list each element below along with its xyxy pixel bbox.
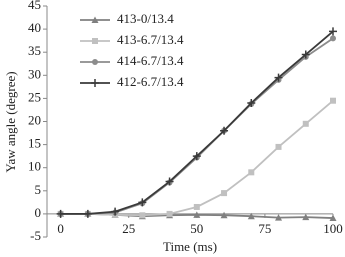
marker (330, 35, 336, 42)
y-tick-label: 25 (28, 89, 41, 104)
marker (275, 143, 282, 150)
legend-label: 414-6.7/13.4 (117, 53, 184, 68)
legend-label: 412-6.7/13.4 (117, 74, 184, 89)
marker (248, 169, 255, 176)
marker (166, 210, 173, 217)
marker (221, 190, 228, 197)
marker (83, 209, 92, 218)
marker (329, 214, 337, 222)
y-tick-label: 30 (28, 66, 41, 81)
marker (91, 79, 99, 87)
marker (92, 38, 98, 44)
marker (247, 99, 256, 108)
y-tick-label: -5 (30, 228, 41, 243)
marker (138, 198, 147, 207)
marker (302, 120, 309, 127)
y-tick-label: 0 (35, 205, 42, 220)
y-tick-label: 10 (28, 159, 41, 174)
marker (165, 177, 174, 186)
marker (111, 207, 120, 216)
marker (302, 213, 310, 221)
marker (192, 152, 201, 161)
x-tick-label: 25 (122, 221, 135, 236)
x-tick-label: 0 (57, 221, 64, 236)
y-tick-label: 40 (28, 20, 41, 35)
marker (301, 50, 310, 59)
marker (193, 211, 201, 218)
y-tick-label: 45 (28, 0, 41, 12)
series-line (60, 37, 334, 215)
series-line (60, 30, 334, 215)
marker (274, 73, 283, 82)
legend-label: 413-0/13.4 (117, 11, 174, 26)
marker (91, 16, 99, 23)
y-tick-label: 35 (28, 43, 41, 58)
marker (247, 212, 255, 220)
x-tick-label: 75 (258, 221, 271, 236)
marker (139, 212, 146, 219)
y-tick-label: 15 (28, 136, 41, 151)
x-tick-label: 100 (323, 221, 343, 236)
marker (330, 97, 336, 104)
y-tick-label: 5 (35, 182, 42, 197)
marker (220, 211, 228, 219)
marker (193, 203, 200, 210)
marker (220, 126, 229, 135)
y-tick-label: 20 (28, 112, 41, 127)
marker (329, 27, 337, 36)
y-axis-label: Yaw angle (degree) (3, 71, 18, 172)
marker (56, 209, 65, 218)
x-axis-label: Time (ms) (163, 239, 217, 254)
x-tick-label: 50 (190, 221, 203, 236)
marker (92, 59, 98, 65)
legend-label: 413-6.7/13.4 (117, 32, 184, 47)
marker (275, 214, 283, 221)
